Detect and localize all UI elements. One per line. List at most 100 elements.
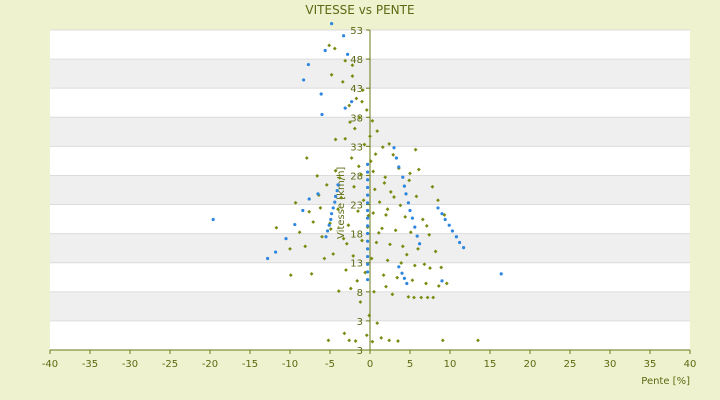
data-point [373, 152, 378, 157]
data-point [343, 106, 347, 110]
data-point [399, 261, 404, 265]
data-point [335, 189, 339, 193]
data-point [406, 201, 410, 205]
data-point [440, 338, 445, 343]
y-tick-label: 18 [350, 230, 363, 241]
data-point [307, 197, 311, 201]
data-point [398, 203, 403, 208]
y-tick-label: 43 [350, 84, 363, 95]
data-point [408, 208, 412, 213]
data-point [329, 72, 334, 77]
data-point [367, 313, 372, 318]
x-tick-label: -35 [82, 359, 98, 370]
data-point [444, 281, 449, 286]
data-point [347, 103, 352, 108]
data-point [330, 212, 334, 216]
data-point [366, 185, 370, 190]
data-point [333, 137, 338, 142]
data-point [339, 195, 344, 200]
data-point [370, 118, 375, 123]
data-point [364, 108, 369, 112]
data-point [332, 46, 337, 51]
x-tick-label: -25 [162, 359, 178, 370]
data-point [340, 79, 345, 84]
y-tick-label: 3 [357, 317, 363, 328]
data-point [416, 246, 420, 251]
data-point [211, 217, 215, 222]
data-point [342, 331, 347, 336]
data-point [358, 300, 363, 304]
data-point [408, 230, 413, 235]
x-tick-label: 15 [484, 359, 497, 370]
data-point [351, 254, 356, 258]
data-point [328, 221, 332, 226]
data-point [357, 115, 362, 120]
data-point [413, 147, 418, 152]
data-point [410, 278, 415, 283]
data-point [359, 172, 364, 177]
data-point [336, 207, 340, 212]
data-point [350, 74, 355, 78]
data-point [330, 22, 334, 26]
x-tick-label: -5 [325, 359, 335, 370]
data-point [443, 217, 447, 222]
data-point [424, 223, 429, 228]
data-point [415, 234, 419, 238]
data-point [322, 256, 327, 261]
data-point [388, 242, 392, 247]
data-point [368, 134, 372, 139]
data-point [380, 145, 385, 150]
data-point [376, 230, 381, 235]
data-point [341, 236, 346, 241]
data-point [405, 281, 409, 286]
data-point [414, 194, 419, 199]
data-point [476, 338, 480, 343]
y-tick-label: 28 [350, 171, 363, 182]
data-point [349, 156, 354, 160]
data-point [430, 184, 435, 189]
data-point [318, 206, 323, 210]
data-point [428, 266, 432, 270]
y-axis-label: Vitesse [km/h] [336, 167, 347, 239]
data-point [385, 258, 390, 263]
data-point [372, 187, 377, 192]
data-point [361, 198, 366, 203]
data-point [384, 284, 388, 289]
data-point [387, 142, 392, 146]
data-point [412, 263, 417, 268]
data-point [301, 208, 305, 213]
x-axis-label: Pente [%] [641, 376, 690, 387]
data-point [419, 295, 424, 300]
data-point [324, 182, 329, 187]
data-point [380, 226, 384, 231]
data-point [412, 295, 416, 300]
data-point [395, 275, 400, 280]
data-point [350, 63, 355, 68]
x-tick-label: -20 [202, 359, 218, 370]
data-point [385, 207, 390, 212]
x-tick-label: 5 [407, 359, 413, 370]
data-point [372, 289, 376, 294]
data-point [416, 167, 421, 172]
data-point [366, 170, 370, 174]
data-point [369, 256, 374, 261]
data-point [348, 120, 352, 125]
data-point [407, 178, 412, 183]
data-point [366, 231, 370, 236]
data-point [355, 278, 360, 283]
data-point [402, 276, 406, 280]
data-point [397, 165, 401, 169]
data-point [360, 88, 365, 93]
data-point [311, 220, 316, 224]
data-point [366, 193, 370, 197]
data-point [288, 246, 292, 251]
data-point [347, 338, 352, 343]
x-tick-label: -15 [242, 359, 258, 370]
data-point [366, 178, 370, 182]
data-point [323, 48, 327, 53]
data-point [362, 142, 367, 147]
data-point [447, 223, 451, 227]
data-point [329, 217, 333, 222]
